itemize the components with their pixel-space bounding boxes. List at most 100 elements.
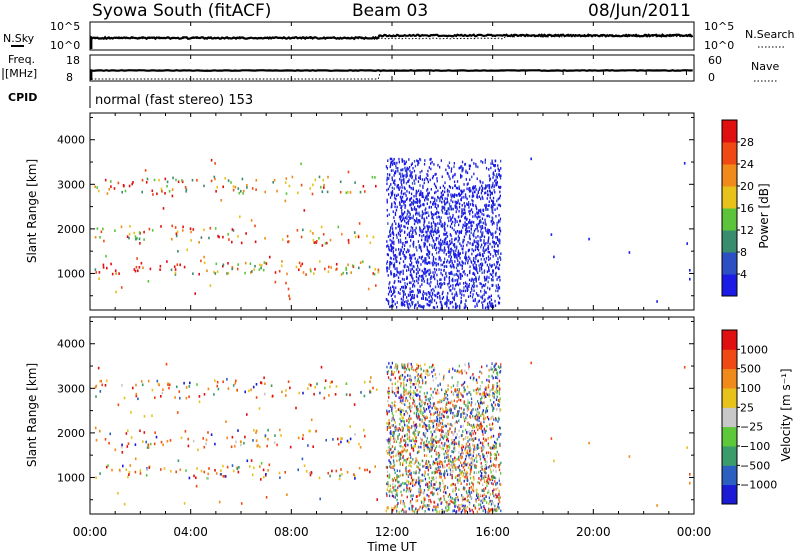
velocity-pixel — [407, 399, 409, 403]
velocity-pixel — [496, 375, 499, 379]
velocity-pixel — [262, 468, 265, 472]
power-pixel — [402, 298, 404, 302]
velocity-pixel — [478, 495, 480, 498]
velocity-pixel — [358, 442, 360, 446]
velocity-pixel — [405, 392, 407, 396]
velocity-pixel — [433, 500, 435, 504]
velocity-pixel — [396, 391, 398, 394]
velocity-pixel — [117, 403, 120, 407]
velocity-pixel — [463, 468, 466, 472]
velocity-pixel — [491, 374, 493, 378]
velocity-pixel — [480, 474, 482, 478]
velocity-pixel — [403, 421, 405, 424]
power-pixel — [393, 240, 395, 244]
velocity-pixel — [422, 465, 424, 468]
velocity-pixel — [424, 471, 426, 475]
velocity-pixel — [431, 491, 433, 494]
velocity-pixel — [458, 390, 460, 393]
velocity-pixel — [465, 451, 467, 455]
power-pixel — [394, 183, 396, 186]
velocity-pixel — [409, 404, 411, 408]
power-pixel — [423, 280, 425, 283]
velocity-pixel — [480, 423, 482, 426]
velocity-pixel — [439, 499, 441, 502]
velocity-pixel — [493, 453, 496, 456]
velocity-pixel — [463, 486, 465, 490]
velocity-pixel — [479, 404, 481, 407]
power-pixel — [444, 222, 446, 226]
velocity-pixel — [385, 438, 387, 442]
velocity-pixel — [430, 393, 432, 397]
velocity-pixel — [432, 379, 434, 382]
power-pixel — [396, 205, 398, 209]
power-pixel — [491, 273, 493, 277]
velocity-pixel — [470, 461, 472, 465]
velocity-pixel — [395, 364, 397, 368]
power-pixel — [135, 237, 137, 241]
velocity-pixel — [438, 468, 440, 471]
velocity-pixel — [391, 412, 393, 415]
power-pixel — [214, 162, 216, 165]
velocity-pixel — [466, 385, 469, 389]
power-pixel — [487, 247, 490, 250]
velocity-pixel — [458, 419, 460, 423]
velocity-pixel — [226, 378, 228, 381]
power-pixel — [406, 166, 408, 170]
power-pixel — [425, 195, 427, 198]
velocity-pixel — [429, 397, 431, 400]
velocity-pixel — [407, 426, 409, 429]
power-pixel — [263, 261, 266, 264]
power-pixel — [447, 245, 449, 249]
velocity-pixel — [478, 411, 480, 415]
power-pixel — [442, 189, 444, 193]
velocity-pixel — [429, 450, 431, 453]
velocity-pixel — [495, 483, 498, 486]
velocity-pixel — [396, 474, 398, 478]
power-pixel — [434, 191, 436, 195]
power-pixel — [488, 200, 490, 203]
velocity-pixel — [443, 414, 445, 418]
power-pixel — [194, 292, 196, 295]
velocity-pixel — [176, 385, 178, 389]
velocity-pixel — [460, 473, 462, 476]
velocity-pixel — [417, 465, 419, 469]
power-pixel — [435, 294, 437, 298]
power-pixel — [386, 188, 388, 192]
velocity-pixel — [316, 382, 318, 386]
power-pixel — [433, 163, 435, 166]
power-pixel — [448, 281, 450, 285]
power-pixel — [181, 179, 183, 182]
velocity-pixel — [472, 510, 474, 514]
velocity-pixel — [264, 392, 266, 396]
velocity-pixel — [407, 474, 409, 477]
velocity-pixel — [246, 459, 249, 463]
velocity-pixel — [468, 456, 470, 459]
velocity-pixel — [404, 375, 406, 379]
velocity-pixel — [386, 409, 388, 413]
power-pixel — [478, 299, 480, 303]
velocity-pixel — [399, 469, 401, 473]
power-pixel — [433, 244, 435, 248]
power-pixel — [422, 192, 424, 195]
power-pixel — [450, 257, 452, 261]
velocity-pixel — [462, 424, 464, 428]
velocity-pixel — [489, 423, 491, 426]
velocity-pixel — [463, 386, 465, 389]
power-pixel — [106, 266, 108, 270]
velocity-pixel — [286, 493, 288, 496]
power-pixel — [386, 182, 388, 186]
power-pixel — [428, 273, 430, 276]
power-pixel — [445, 302, 447, 306]
power-pixel — [124, 189, 127, 193]
velocity-pixel — [475, 498, 477, 501]
power-pixel — [457, 283, 460, 287]
power-pixel — [414, 304, 416, 307]
velocity-pixel — [415, 408, 418, 411]
velocity-pixel — [454, 498, 456, 502]
velocity-pixel — [99, 390, 102, 393]
velocity-pixel — [410, 473, 412, 477]
power-pixel — [461, 211, 463, 215]
power-pixel — [495, 273, 497, 277]
power-pixel — [480, 245, 482, 249]
